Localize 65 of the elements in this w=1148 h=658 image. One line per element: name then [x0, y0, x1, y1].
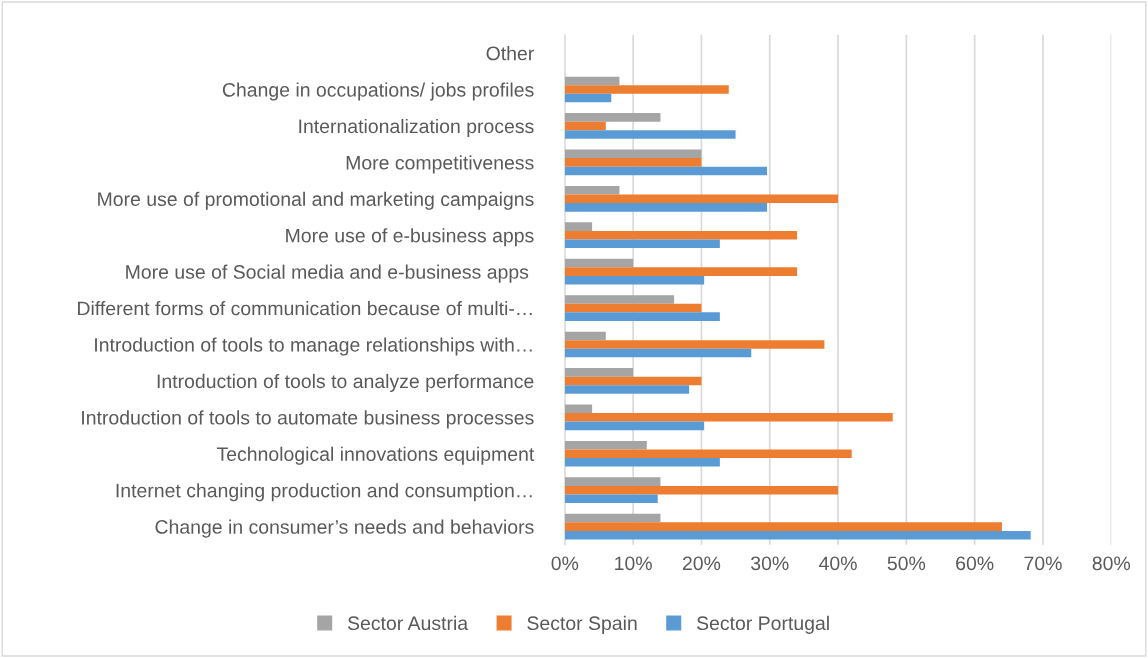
bar: [564, 258, 634, 268]
bar: [564, 368, 634, 377]
y-tick-label: Other: [486, 46, 534, 61]
bar: [564, 230, 798, 240]
bar: [564, 522, 1002, 531]
y-tick-label: Internationalization process: [299, 118, 534, 138]
bar: [564, 239, 720, 249]
bar: [564, 267, 798, 276]
bar: [564, 222, 593, 231]
bar: [564, 312, 720, 321]
bar: [564, 449, 852, 459]
legend-label: Sector Spain: [527, 615, 637, 634]
bar: [564, 93, 612, 103]
bar: [564, 76, 620, 86]
bar: [564, 376, 702, 386]
x-tick-label: 20%: [682, 556, 721, 571]
x-tick-label: 0%: [551, 556, 579, 571]
bar: [564, 530, 1031, 540]
y-tick-label: Internet changing production and consumption…: [116, 483, 532, 502]
bar: [564, 158, 702, 167]
bar: [564, 166, 767, 176]
y-tick-label: More competitiveness: [346, 155, 534, 174]
bar: [564, 477, 661, 486]
x-tick-label: 70%: [1024, 556, 1062, 571]
y-tick-label: More use of promotional and marketing campaigns: [98, 191, 534, 210]
y-tick-label: More use of e-business apps: [286, 228, 534, 247]
bar: [564, 303, 702, 313]
y-tick-label: Different forms of communication because of multi-…: [78, 301, 532, 316]
y-tick-label: More use of Social media and e-business apps: [126, 264, 529, 283]
x-tick-label: 60%: [956, 556, 994, 571]
bar: [564, 203, 767, 212]
y-tick-label: Technological innovations equipment: [216, 446, 535, 465]
bar: [564, 404, 593, 414]
bar: [564, 194, 839, 204]
bar: [564, 385, 690, 394]
bar: [564, 121, 606, 131]
bar: [564, 113, 661, 122]
bar: [564, 331, 606, 341]
bar: [564, 348, 752, 358]
x-tick-label: 10%: [615, 556, 652, 571]
bar: [564, 295, 675, 304]
bar: [564, 421, 705, 431]
bar: [564, 340, 825, 349]
x-tick-label: 30%: [751, 556, 789, 571]
legend-label: Sector Austria: [347, 615, 469, 631]
y-tick-label: Change in consumer’s needs and behaviors: [155, 519, 534, 538]
bar: [564, 130, 736, 139]
bar: [564, 440, 647, 450]
x-tick-label: 40%: [819, 556, 857, 571]
bar: [564, 275, 705, 285]
y-tick-label: Introduction of tools to manage relationships with…: [95, 337, 532, 356]
bar: [564, 149, 702, 159]
x-tick-label: 50%: [887, 556, 926, 571]
y-tick-label: Introduction of tools to automate business processes: [82, 410, 534, 429]
y-tick-label: Change in occupations/ jobs profiles: [222, 82, 534, 101]
bar: [564, 185, 620, 195]
bar: [564, 85, 729, 94]
bar: [564, 458, 720, 467]
legend-label: Sector Portugal: [696, 615, 829, 634]
x-tick-label: 80%: [1092, 556, 1131, 571]
bar: [564, 413, 893, 422]
bar: [564, 485, 839, 495]
bar: [564, 494, 658, 504]
bar: [564, 513, 661, 523]
y-tick-label: Introduction of tools to analyze performance: [157, 373, 534, 392]
